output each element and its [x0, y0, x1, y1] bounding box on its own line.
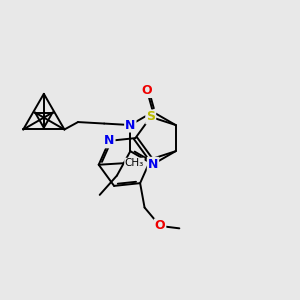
Text: S: S — [146, 110, 155, 124]
Text: N: N — [125, 118, 136, 131]
Text: N: N — [148, 158, 158, 171]
Text: CH₃: CH₃ — [125, 158, 144, 168]
Text: O: O — [142, 84, 152, 97]
Text: N: N — [104, 134, 115, 147]
Text: O: O — [155, 220, 165, 232]
